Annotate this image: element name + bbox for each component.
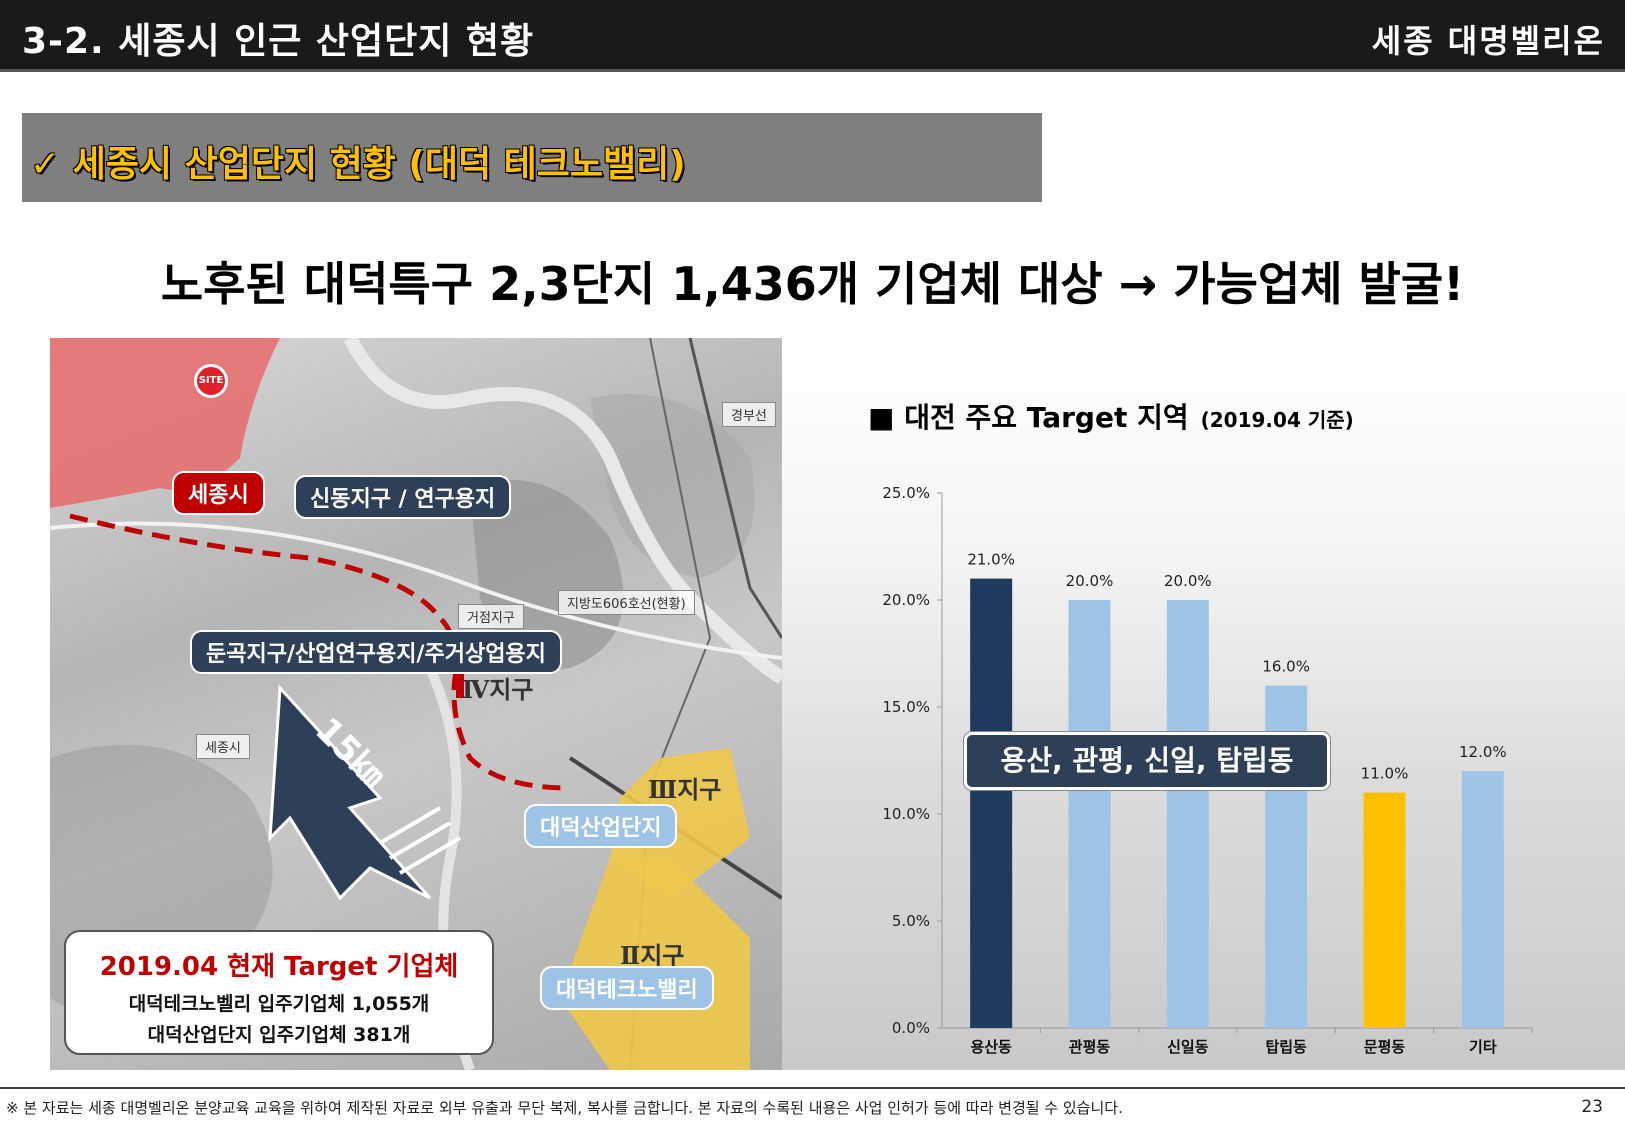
data-label: 11.0% — [1361, 765, 1409, 783]
callout-line-1: 대덕테크노벨리 입주기업체 1,055개 — [128, 993, 430, 1015]
y-tick-label: 0.0% — [892, 1019, 930, 1037]
bar-3 — [1166, 600, 1209, 1028]
data-label: 12.0% — [1459, 743, 1507, 761]
x-tick-label: 용산동 — [970, 1038, 1012, 1056]
callout-line-2: 대덕산업단지 입주기업체 381개 — [147, 1024, 411, 1046]
y-tick-label: 20.0% — [882, 591, 930, 609]
zone2-label: Ⅱ지구 — [620, 941, 685, 970]
map-small-road: 지방도606호선(현황) — [558, 590, 695, 615]
bar-2 — [1068, 600, 1111, 1028]
bar-6 — [1461, 771, 1504, 1028]
footer-note: ※ 본 자료는 세종 대명벨리온 분양교육 교육을 위하여 제작된 자료로 외부… — [6, 1099, 1123, 1117]
highlight-box: 용산, 관평, 신일, 탑립동 — [964, 732, 1330, 790]
y-tick-label: 5.0% — [892, 912, 930, 930]
zone3-label: Ⅲ지구 — [648, 775, 722, 804]
daedeok-industrial-label: 대덕산업단지 — [524, 804, 678, 848]
callout-title: 2019.04 현재 Target 기업체 — [99, 952, 459, 982]
data-label: 21.0% — [967, 551, 1015, 569]
section-banner: ✓ 세종시 산업단지 현황 (대덕 테크노밸리) — [22, 113, 1042, 202]
headline: 노후된 대덕특구 2,3단지 1,436개 기업체 대상 → 가능업체 발굴! — [160, 257, 1465, 311]
chart-panel: ■ 대전 주요 Target 지역 (2019.04 기준) 0.0% 5.0% 10… — [782, 338, 1625, 1070]
y-tick-label: 25.0% — [882, 484, 930, 502]
y-tick-label: 15.0% — [882, 698, 930, 716]
page-number: 23 — [1581, 1097, 1603, 1117]
geojeom-label: 거점지구 — [458, 604, 524, 629]
chart-title: ■ 대전 주요 Target 지역 (2019.04 기준) — [868, 396, 1354, 436]
data-label: 16.0% — [1262, 658, 1310, 676]
map-graphic — [50, 338, 782, 1070]
bar-chart: 0.0% 5.0% 10.0% 15.0% 20.0% 25.0% 21.0% 용산동 20.0… — [882, 484, 1533, 1056]
daedeok-techno-label: 대덕테크노밸리 — [540, 966, 714, 1010]
map-small-sejong: 세종시 — [196, 734, 250, 759]
chart-subtitle: (2019.04 기준) — [1200, 408, 1354, 432]
dungok-label: 둔곡지구/산업연구용지/주거상업용지 — [190, 630, 562, 674]
zone4-label: Ⅳ지구 — [462, 675, 534, 704]
y-tick-label: 10.0% — [882, 805, 930, 823]
page-title: 3-2. 세종시 인근 산업단지 현황 — [22, 21, 535, 62]
x-tick-label: 문평동 — [1364, 1038, 1406, 1056]
map-small-railway: 경부선 — [722, 402, 776, 427]
sindong-label: 신동지구 / 연구용지 — [294, 475, 512, 519]
bar-1 — [970, 578, 1013, 1028]
x-tick-label: 탑립동 — [1265, 1038, 1307, 1056]
x-tick-label: 신일동 — [1167, 1038, 1209, 1056]
chart-title-main: ■ 대전 주요 Target 지역 — [868, 401, 1189, 434]
data-label: 20.0% — [1164, 572, 1212, 590]
sejong-label: 세종시 — [172, 471, 265, 515]
top-bar: 3-2. 세종시 인근 산업단지 현황 세종 대명벨리온 — [0, 0, 1625, 72]
footer: ※ 본 자료는 세종 대명벨리온 분양교육 교육을 위하여 제작된 자료로 외부… — [0, 1087, 1625, 1125]
map-panel: SITE 세종시 신동지구 / 연구용지 거점지구 둔곡지구/산업연구용지/주거… — [50, 338, 782, 1070]
x-tick-label: 기타 — [1469, 1038, 1497, 1056]
target-callout: 2019.04 현재 Target 기업체 대덕테크노벨리 입주기업체 1,05… — [64, 930, 494, 1055]
site-pin-icon: SITE — [194, 364, 228, 398]
bar-5 — [1363, 792, 1406, 1028]
data-label: 20.0% — [1066, 572, 1114, 590]
x-tick-label: 관평동 — [1069, 1038, 1111, 1056]
brand-name: 세종 대명벨리온 — [1371, 22, 1605, 60]
section-title: ✓ 세종시 산업단지 현황 (대덕 테크노밸리) — [30, 144, 686, 185]
